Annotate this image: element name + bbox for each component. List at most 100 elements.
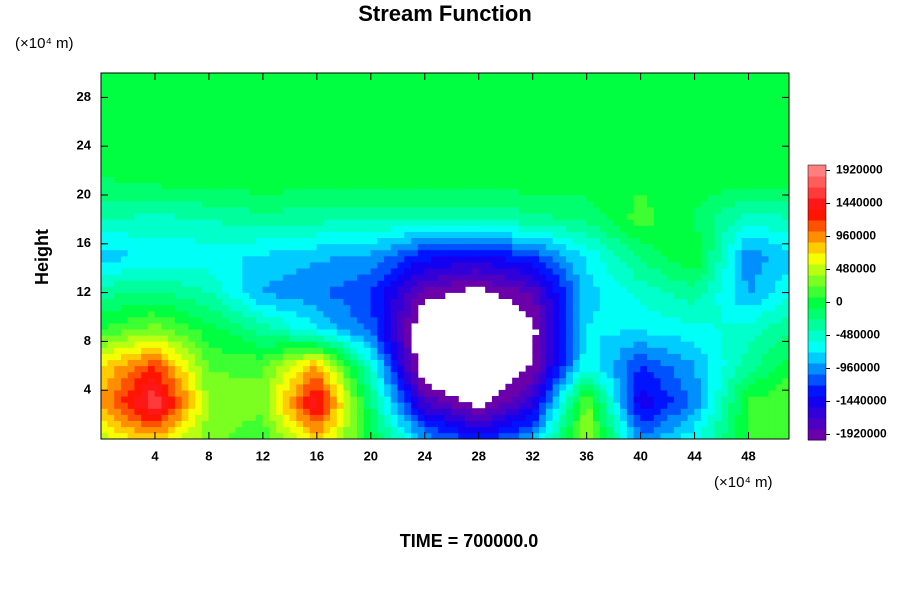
contour-cell <box>215 396 223 403</box>
contour-cell <box>350 341 358 348</box>
contour-cell <box>363 158 372 165</box>
contour-cell <box>282 206 291 214</box>
contour-cell <box>694 243 702 251</box>
contour-cell <box>127 249 136 257</box>
contour-cell <box>262 188 270 196</box>
contour-cell <box>694 170 702 177</box>
contour-cell <box>147 164 156 171</box>
contour-cell <box>357 115 365 123</box>
contour-cell <box>323 231 331 238</box>
contour-cell <box>444 164 453 171</box>
contour-cell <box>215 426 223 434</box>
contour-cell <box>296 200 304 208</box>
contour-cell <box>383 200 392 208</box>
contour-cell <box>545 188 554 196</box>
contour-cell <box>525 402 533 409</box>
contour-cell <box>593 164 601 171</box>
contour-cell <box>707 249 716 257</box>
contour-cell <box>269 170 277 177</box>
contour-cell <box>471 420 480 428</box>
contour-cell <box>647 170 655 177</box>
contour-cell <box>357 389 365 397</box>
contour-cell <box>478 200 486 208</box>
contour-cell <box>680 322 689 330</box>
contour-cell <box>296 310 304 318</box>
contour-cell <box>410 152 419 159</box>
contour-cell <box>181 322 189 330</box>
contour-cell <box>525 267 533 275</box>
contour-cell <box>134 170 142 177</box>
contour-cell <box>701 158 709 165</box>
contour-cell <box>330 328 338 336</box>
contour-cell <box>754 249 763 257</box>
contour-cell <box>626 335 635 342</box>
contour-cell <box>181 292 189 299</box>
contour-cell <box>721 328 729 336</box>
contour-cell <box>303 371 311 379</box>
contour-cell <box>154 328 163 336</box>
contour-cell <box>701 335 709 342</box>
contour-cell <box>734 255 743 263</box>
contour-cell <box>781 377 789 385</box>
contour-cell <box>127 420 136 428</box>
contour-cell <box>491 213 500 220</box>
contour-cell <box>101 396 109 403</box>
contour-cell <box>101 408 109 415</box>
contour-cell <box>114 341 122 348</box>
contour-cell <box>114 347 122 354</box>
contour-cell <box>377 420 385 428</box>
contour-cell <box>303 249 311 257</box>
contour-cell <box>640 145 648 153</box>
contour-cell <box>748 213 756 220</box>
contour-cell <box>154 280 163 287</box>
contour-cell <box>330 121 338 129</box>
contour-cell <box>357 152 365 159</box>
contour-cell <box>640 219 648 226</box>
contour-cell <box>552 420 560 428</box>
contour-cell <box>701 164 709 171</box>
contour-cell <box>377 200 385 208</box>
contour-cell <box>377 402 385 409</box>
contour-cell <box>255 414 264 421</box>
contour-cell <box>161 115 169 123</box>
contour-cell <box>572 194 581 202</box>
contour-cell <box>626 213 635 220</box>
contour-cell <box>235 213 243 220</box>
contour-cell <box>168 206 176 214</box>
contour-cell <box>215 310 223 318</box>
contour-cell <box>222 188 230 196</box>
contour-cell <box>215 139 223 147</box>
contour-cell <box>228 316 237 324</box>
contour-cell <box>282 219 291 226</box>
contour-cell <box>228 396 237 403</box>
contour-cell <box>188 249 196 257</box>
contour-cell <box>154 170 163 177</box>
contour-cell <box>343 353 351 360</box>
contour-cell <box>754 335 763 342</box>
contour-cell <box>775 237 783 245</box>
contour-cell <box>444 426 453 434</box>
contour-cell <box>532 316 540 324</box>
contour-cell <box>228 133 237 141</box>
contour-cell <box>714 408 722 415</box>
contour-cell <box>168 158 176 165</box>
contour-cell <box>222 396 230 403</box>
contour-cell <box>357 408 365 415</box>
contour-cell <box>390 280 399 287</box>
contour-cell <box>714 316 722 324</box>
contour-cell <box>593 219 601 226</box>
contour-cell <box>343 139 351 147</box>
contour-cell <box>262 335 270 342</box>
contour-cell <box>727 365 736 373</box>
contour-cell <box>228 402 237 409</box>
contour-cell <box>383 121 392 129</box>
contour-cell <box>613 274 621 281</box>
contour-cell <box>154 383 163 391</box>
contour-cell <box>512 194 520 202</box>
contour-cell <box>417 164 426 171</box>
contour-cell <box>316 206 324 214</box>
contour-cell <box>404 255 412 263</box>
contour-cell <box>525 432 533 439</box>
contour-cell <box>694 420 702 428</box>
contour-cell <box>707 402 716 409</box>
